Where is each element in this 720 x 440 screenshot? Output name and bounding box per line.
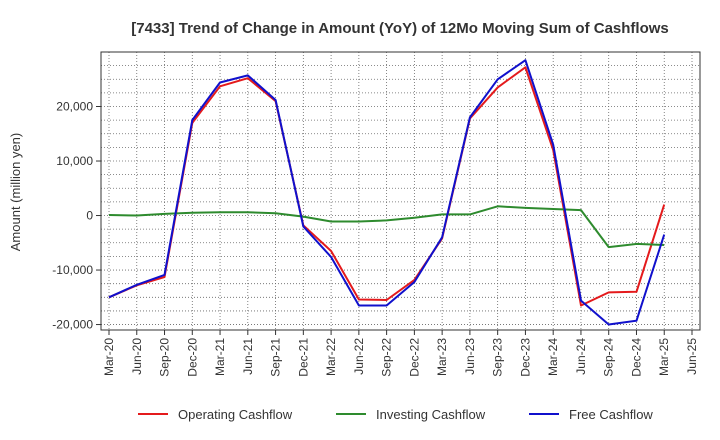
series-line-investing-cashflow <box>108 205 665 249</box>
x-tick-label: Mar-21 <box>213 338 227 376</box>
x-tick-label: Sep-21 <box>269 338 283 377</box>
x-tick-label: Dec-23 <box>518 338 532 377</box>
legend-label: Free Cashflow <box>569 407 653 422</box>
x-tick-label: Sep-22 <box>380 338 394 377</box>
x-tick-label: Mar-23 <box>435 338 449 376</box>
x-tick-label: Jun-22 <box>352 338 366 375</box>
y-tick-label: 20,000 <box>56 100 93 114</box>
y-tick-label: -20,000 <box>52 318 93 332</box>
y-tick-label: 10,000 <box>56 154 93 168</box>
y-tick-label: -10,000 <box>52 263 93 277</box>
x-tick-label: Dec-22 <box>407 338 421 377</box>
y-tick-label: 0 <box>86 209 93 223</box>
legend-label: Investing Cashflow <box>376 407 486 422</box>
x-tick-label: Mar-22 <box>324 338 338 376</box>
chart-title: [7433] Trend of Change in Amount (YoY) o… <box>131 20 669 37</box>
x-tick-label: Mar-20 <box>102 338 116 376</box>
x-tick-label: Jun-21 <box>241 338 255 375</box>
plot-frame <box>100 51 701 331</box>
legend-label: Operating Cashflow <box>178 407 293 422</box>
x-tick-label: Dec-24 <box>629 338 643 377</box>
x-tick-label: Mar-24 <box>546 338 560 376</box>
legend: Operating Cashflow Investing Cashflow Free… <box>138 407 653 422</box>
x-tick-label: Dec-21 <box>296 338 310 377</box>
axes-layer: -20,000 -10,000 0 10,000 20,000 Mar-20 Jun-20 S… <box>52 51 701 377</box>
x-tick-label: Mar-25 <box>657 338 671 376</box>
x-tick-label: Jun-24 <box>574 338 588 375</box>
x-tick-label: Sep-20 <box>158 338 172 377</box>
x-tick-label: Jun-20 <box>130 338 144 375</box>
series-line-free-cashflow <box>108 59 666 326</box>
grid-layer <box>101 51 700 330</box>
x-tick-label: Sep-23 <box>491 338 505 377</box>
x-tick-label: Sep-24 <box>602 338 616 377</box>
x-tick-label: Jun-23 <box>463 338 477 375</box>
y-axis-label: Amount (million yen) <box>8 133 23 252</box>
x-tick-label: Dec-20 <box>185 338 199 377</box>
plot-area <box>101 52 700 330</box>
x-tick-label: Jun-25 <box>685 338 699 375</box>
series-layer <box>108 59 666 326</box>
